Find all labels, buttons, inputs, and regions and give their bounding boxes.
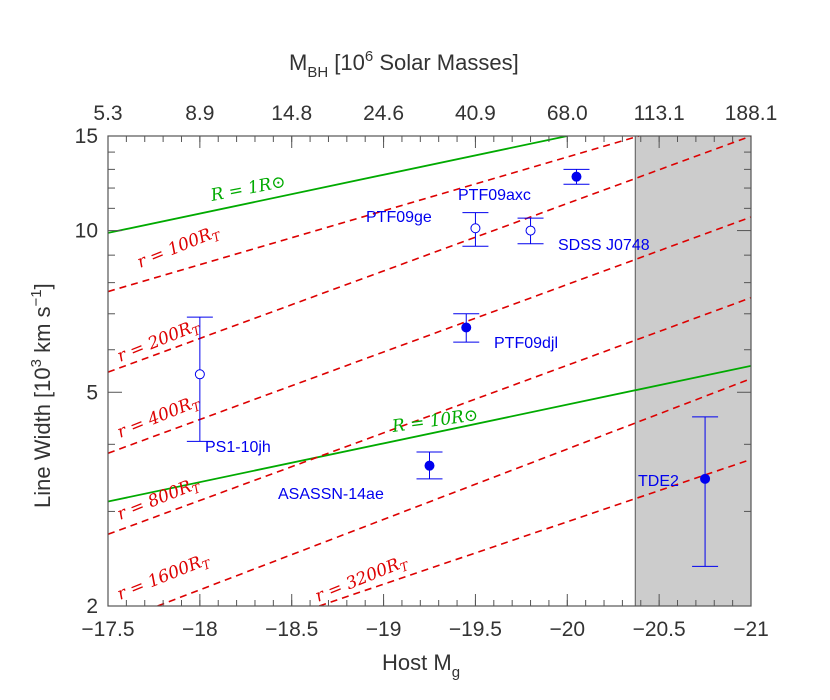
- x-tick-label: −19.5: [449, 618, 502, 641]
- axis-ticks: [107, 135, 752, 607]
- point-ptf09ge: [462, 212, 489, 247]
- top-tick-label: 68.0: [547, 102, 588, 125]
- marker-tde2: [700, 473, 711, 484]
- x-tick-label: −18.5: [265, 618, 318, 641]
- data-points: [186, 168, 719, 567]
- red-dashed-line-0: [108, 136, 640, 293]
- label-r400-rt: r = 400RT: [114, 391, 203, 444]
- x-tick-label: −18: [182, 618, 218, 641]
- point-ps1-10jh: [186, 316, 213, 442]
- label-ps1-10jh: PS1-10jh: [205, 439, 271, 456]
- label-ptf09djl: PTF09djl: [494, 335, 558, 352]
- point-ptf09djl: [453, 313, 480, 343]
- y-tick-label: 2: [86, 595, 98, 618]
- marker-asassn-14ae: [424, 460, 435, 471]
- top-axis-label: MBH [106 Solar Masses]: [289, 48, 519, 81]
- marker-ptf09djl: [461, 322, 472, 333]
- label-ptf09axc: PTF09axc: [458, 187, 531, 204]
- green-line-0: [108, 136, 568, 234]
- top-tick-label: 14.8: [271, 102, 312, 125]
- point-tde2: [692, 416, 719, 567]
- x-tick-label: −20: [549, 618, 585, 641]
- marker-sdss-j0748: [525, 225, 536, 236]
- x-tick-label: −19: [366, 618, 402, 641]
- top-tick-label: 8.9: [185, 102, 214, 125]
- x-tick-label: −17.5: [81, 618, 134, 641]
- svg-text:R = 1R⊙: R = 1R⊙: [208, 172, 287, 206]
- svg-text:r = 400RT: r = 400RT: [114, 391, 203, 444]
- top-tick-label: 5.3: [93, 102, 122, 125]
- shaded-region: [634, 135, 752, 607]
- reference-lines: [108, 136, 751, 606]
- y-tick-label: 5: [86, 381, 98, 404]
- y-axis-label: Line Width [103 km s−1]: [28, 283, 55, 508]
- top-x-tick-labels: 5.3 8.9 14.8 24.6 40.9 68.0 113.1 188.1: [93, 102, 777, 125]
- svg-text:r = 3200RT: r = 3200RT: [312, 551, 411, 608]
- red-dashed-line-3: [108, 296, 751, 536]
- top-tick-label: 188.1: [725, 102, 778, 125]
- label-r1-rsun: R = 1R⊙: [208, 172, 287, 206]
- label-ptf09ge: PTF09ge: [366, 209, 432, 226]
- green-line-1: [108, 364, 751, 503]
- marker-ptf09axc: [571, 171, 582, 182]
- label-r3200-rt: r = 3200RT: [312, 551, 411, 608]
- top-tick-label: 24.6: [363, 102, 404, 125]
- y-tick-label: 10: [75, 220, 98, 243]
- svg-text:r = 100RT: r = 100RT: [134, 221, 223, 274]
- svg-text:Line Width [103 km s−1]: Line Width [103 km s−1]: [28, 283, 55, 508]
- red-dashed-line-1: [108, 136, 751, 373]
- svg-text:r = 800RT: r = 800RT: [114, 473, 203, 526]
- svg-text:r = 1600RT: r = 1600RT: [114, 549, 213, 606]
- label-sdss-j0748: SDSS J0748: [558, 237, 650, 254]
- y-tick-label: 15: [75, 125, 98, 148]
- top-tick-label: 40.9: [455, 102, 496, 125]
- plot-frame: [107, 135, 752, 607]
- red-dashed-line-4: [157, 377, 751, 606]
- label-r800-rt: r = 800RT: [114, 473, 203, 526]
- marker-ps1-10jh: [194, 369, 205, 380]
- red-dashed-line-5: [319, 458, 751, 606]
- y-tick-labels: 2 5 10 15: [75, 125, 98, 618]
- red-dashed-line-2: [108, 216, 751, 454]
- point-ptf09axc: [563, 168, 590, 185]
- top-tick-label: 113.1: [634, 102, 685, 125]
- label-r1600-rt: r = 1600RT: [114, 549, 213, 606]
- label-r100-rt: r = 100RT: [134, 221, 223, 274]
- x-axis-label: Host Mg: [382, 650, 460, 681]
- x-tick-label: −20.5: [633, 618, 686, 641]
- x-tick-label: −21: [733, 618, 769, 641]
- point-sdss-j0748: [517, 217, 544, 245]
- label-tde2: TDE2: [638, 473, 679, 490]
- x-tick-labels: −17.5 −18 −18.5 −19 −19.5 −20 −20.5 −21: [81, 618, 768, 641]
- point-asassn-14ae: [416, 451, 443, 480]
- label-asassn-14ae: ASASSN-14ae: [278, 486, 384, 503]
- marker-ptf09ge: [470, 223, 481, 234]
